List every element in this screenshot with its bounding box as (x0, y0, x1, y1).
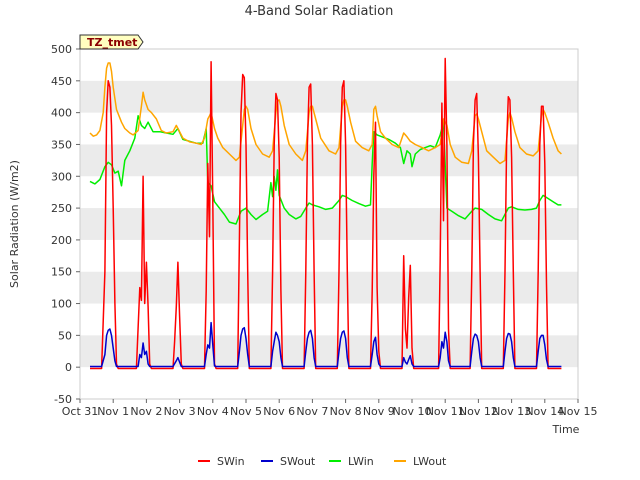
annotation-badge: TZ_tmet (79, 34, 144, 50)
x-tick-label: Nov 7 (296, 405, 328, 418)
grid-band (80, 335, 578, 368)
series-line-swin (90, 57, 562, 370)
x-tick-label: Nov 5 (230, 405, 262, 418)
x-tick-label: Nov 8 (330, 405, 362, 418)
y-tick-label: -50 (54, 393, 72, 406)
chart-title: 4-Band Solar Radiation (245, 4, 394, 19)
annotation-text: TZ_tmet (87, 36, 137, 49)
y-tick-label: 450 (51, 75, 72, 88)
x-tick-label: Nov 11 (426, 405, 465, 418)
y-tick-label: 400 (51, 107, 72, 120)
grid-band (80, 208, 578, 240)
plot-frame (79, 48, 579, 400)
y-axis-title: Solar Radiation (W/m2) (8, 160, 21, 288)
x-tick-label: Nov 2 (130, 405, 162, 418)
y-tick-label: 500 (51, 43, 72, 56)
series-line-lwout (89, 62, 562, 165)
legend-label-lwin: LWin (348, 455, 374, 468)
x-tick-label: Nov 1 (97, 405, 129, 418)
x-tick-label: Nov 12 (459, 405, 498, 418)
x-tick-label: Nov 10 (393, 405, 432, 418)
y-tick-label: 250 (51, 202, 72, 215)
y-tick-label: 350 (51, 138, 72, 151)
x-tick-label: Nov 14 (525, 405, 564, 418)
y-axis: -50 0 50 100 150 200 250 300 350 400 450 500 (51, 43, 80, 406)
x-tick-label: Nov 15 (559, 405, 598, 418)
series-layer (89, 57, 562, 370)
x-axis-title: Time (552, 423, 580, 436)
x-tick-label: Nov 13 (492, 405, 531, 418)
legend-label-lwout: LWout (413, 455, 447, 468)
grid-band (80, 144, 578, 177)
legend-label-swout: SWout (280, 455, 316, 468)
y-tick-label: 50 (58, 329, 72, 342)
x-tick-label: Nov 4 (197, 405, 229, 418)
plot-background-bands (80, 49, 578, 399)
y-tick-label: 300 (51, 170, 72, 183)
series-line-swout (90, 321, 562, 368)
x-tick-label: Oct 31 (62, 405, 99, 418)
grid-band (80, 271, 578, 304)
legend: SWin SWout LWin LWout (198, 455, 447, 468)
legend-label-swin: SWin (217, 455, 245, 468)
x-tick-label: Nov 9 (363, 405, 395, 418)
x-tick-label: Nov 6 (263, 405, 295, 418)
y-tick-label: 100 (51, 298, 72, 311)
y-tick-label: 0 (65, 361, 72, 374)
y-tick-label: 200 (51, 234, 72, 247)
grid-band (80, 80, 578, 113)
y-tick-label: 150 (51, 266, 72, 279)
x-tick-label: Nov 3 (164, 405, 196, 418)
